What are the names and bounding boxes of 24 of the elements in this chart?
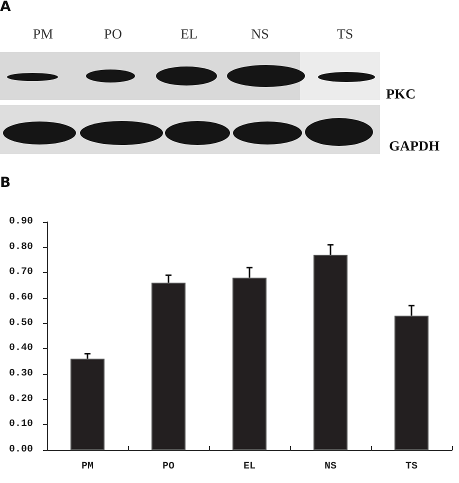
- category-label: PM: [32, 28, 54, 42]
- text: PKC: [386, 88, 416, 102]
- category-label: TS: [336, 28, 354, 42]
- text: B: [0, 175, 11, 191]
- x-tick-label: NS: [324, 462, 337, 472]
- y-tick-label: 0.80: [8, 242, 33, 253]
- y-tick-label: 0.50: [8, 318, 33, 329]
- y-tick-label: 0.70: [8, 267, 33, 278]
- y-tick-label: 0.40: [8, 343, 33, 354]
- category-label: NS: [251, 28, 269, 42]
- category-label: PO: [104, 28, 122, 42]
- x-tick-label: TS: [405, 462, 418, 472]
- x-tick-label: PM: [81, 462, 94, 472]
- y-tick-label: 0.00: [8, 444, 33, 456]
- x-tick-label: PO: [162, 462, 175, 472]
- category-label: EL: [180, 28, 198, 42]
- text: GAPDH: [389, 140, 440, 154]
- y-tick-label: 0.60: [8, 292, 33, 304]
- y-tick-label: 0.10: [8, 419, 33, 430]
- y-tick-label: 0.90: [8, 216, 33, 228]
- text: A: [0, 0, 11, 15]
- y-tick-label: 0.30: [8, 368, 33, 380]
- x-tick-label: EL: [243, 462, 256, 472]
- y-tick-label: 0.20: [8, 394, 33, 405]
